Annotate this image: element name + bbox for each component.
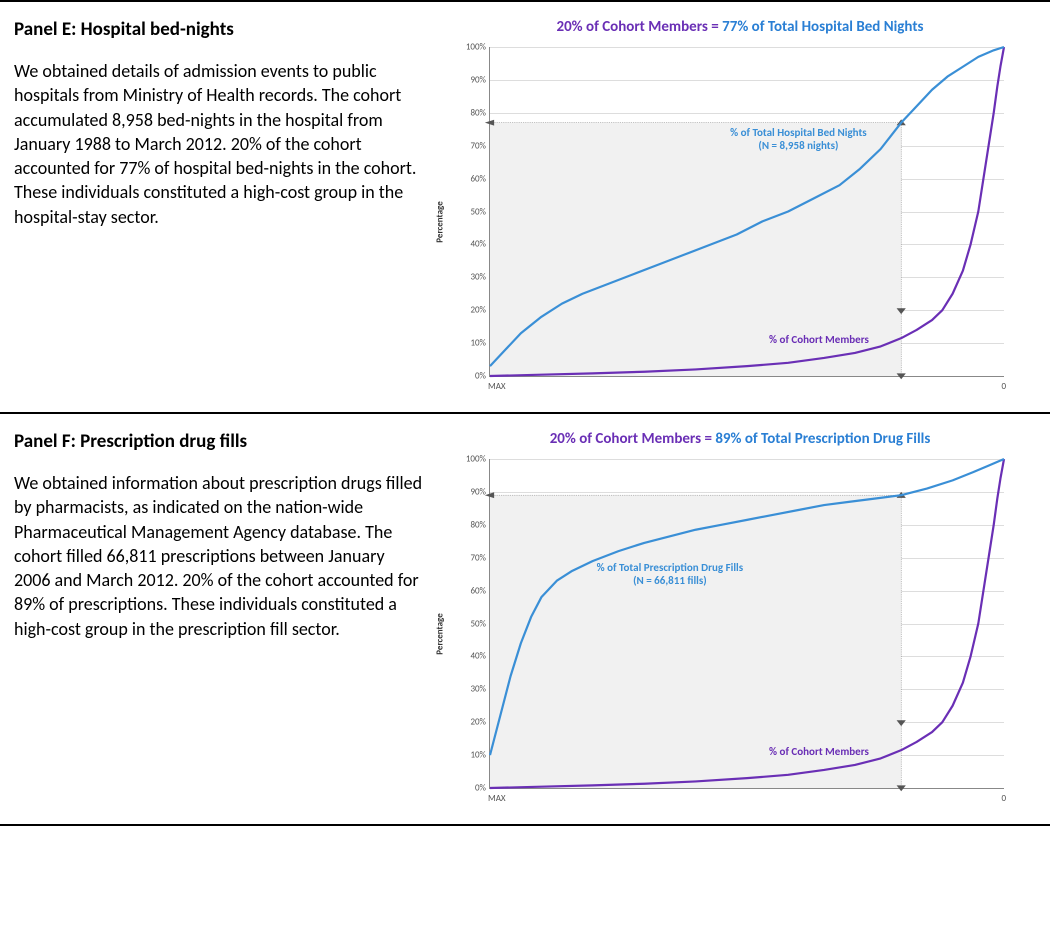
chart-column: 20% of Cohort Members = 77% of Total Hos… xyxy=(444,18,1036,402)
y-tick-label: 100% xyxy=(458,454,486,465)
y-tick-label: 0% xyxy=(458,371,486,382)
threshold-shade xyxy=(490,495,901,788)
y-tick-label: 100% xyxy=(458,42,486,53)
headline-outcome: 89% of Total Prescription Drug Fills xyxy=(715,430,930,448)
cohort-series-label: % of Cohort Members xyxy=(769,333,869,346)
plot-area: 0%10%20%30%40%50%60%70%80%90%100%MAX0% o… xyxy=(489,47,1004,377)
outcome-series-sub: (N = 8,958 nights) xyxy=(758,139,838,152)
panel-title: Panel E: Hospital bed-nights xyxy=(14,18,424,41)
x-label-max: MAX xyxy=(488,793,506,804)
y-tick-label: 80% xyxy=(458,107,486,118)
y-tick-label: 70% xyxy=(458,552,486,563)
y-tick-label: 0% xyxy=(458,783,486,794)
headline-cohort: 20% of Cohort Members xyxy=(550,430,701,448)
headline-cohort: 20% of Cohort Members xyxy=(556,18,707,36)
chart-svg xyxy=(490,47,1004,376)
arrowhead-icon xyxy=(485,120,494,126)
y-tick-label: 30% xyxy=(458,272,486,283)
y-tick-label: 20% xyxy=(458,717,486,728)
panel-F: Panel F: Prescription drug fills We obtai… xyxy=(0,412,1050,826)
y-tick-label: 90% xyxy=(458,486,486,497)
arrowhead-icon xyxy=(897,785,906,791)
y-tick-label: 80% xyxy=(458,519,486,530)
y-tick-label: 50% xyxy=(458,206,486,217)
arrowhead-icon xyxy=(485,492,494,498)
arrowhead-icon xyxy=(897,373,906,379)
text-column: Panel F: Prescription drug fills We obtai… xyxy=(14,430,444,814)
y-tick-label: 10% xyxy=(458,750,486,761)
chart-headline: 20% of Cohort Members = 77% of Total Hos… xyxy=(444,18,1036,36)
y-tick-label: 20% xyxy=(458,305,486,316)
panel-body: We obtained details of admission events … xyxy=(14,59,424,229)
chart-column: 20% of Cohort Members = 89% of Total Pre… xyxy=(444,430,1036,814)
y-tick-label: 60% xyxy=(458,173,486,184)
headline-outcome: 77% of Total Hospital Bed Nights xyxy=(722,18,923,36)
outcome-series-label: % of Total Hospital Bed Nights(N = 8,958… xyxy=(698,126,898,152)
outcome-series-sub: (N = 66,811 fills) xyxy=(633,574,707,587)
x-label-zero: 0 xyxy=(1001,381,1006,392)
x-label-max: MAX xyxy=(488,381,506,392)
x-label-zero: 0 xyxy=(1001,793,1006,804)
chart-svg xyxy=(490,459,1004,788)
y-axis-label: Percentage xyxy=(435,201,446,242)
y-tick-label: 90% xyxy=(458,74,486,85)
panel-E: Panel E: Hospital bed-nights We obtained … xyxy=(0,0,1050,412)
text-column: Panel E: Hospital bed-nights We obtained … xyxy=(14,18,444,402)
y-tick-label: 30% xyxy=(458,684,486,695)
y-tick-label: 40% xyxy=(458,239,486,250)
panel-title: Panel F: Prescription drug fills xyxy=(14,430,424,453)
plot-wrap: Percentage0%10%20%30%40%50%60%70%80%90%1… xyxy=(444,42,1009,402)
headline-eq: = xyxy=(701,430,715,448)
y-tick-label: 50% xyxy=(458,618,486,629)
headline-eq: = xyxy=(708,18,722,36)
y-axis-label: Percentage xyxy=(435,613,446,654)
outcome-series-label: % of Total Prescription Drug Fills(N = 6… xyxy=(560,561,780,587)
plot-area: 0%10%20%30%40%50%60%70%80%90%100%MAX0% o… xyxy=(489,459,1004,789)
plot-wrap: Percentage0%10%20%30%40%50%60%70%80%90%1… xyxy=(444,454,1009,814)
panel-body: We obtained information about prescripti… xyxy=(14,471,424,641)
cohort-series-label: % of Cohort Members xyxy=(769,745,869,758)
y-tick-label: 60% xyxy=(458,585,486,596)
y-tick-label: 40% xyxy=(458,651,486,662)
y-tick-label: 10% xyxy=(458,338,486,349)
chart-headline: 20% of Cohort Members = 89% of Total Pre… xyxy=(444,430,1036,448)
y-tick-label: 70% xyxy=(458,140,486,151)
